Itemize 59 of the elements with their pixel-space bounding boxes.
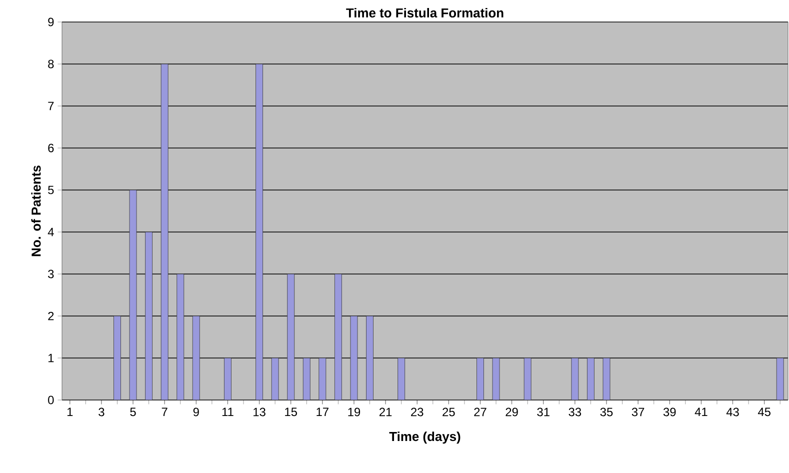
x-tick-label: 11 [222, 408, 234, 416]
x-tick-label: 29 [506, 408, 518, 416]
bar [145, 232, 153, 400]
bar [776, 358, 784, 400]
bar [602, 358, 610, 400]
bar [192, 316, 200, 400]
x-tick-label: 1 [67, 408, 73, 416]
x-tick-label: 21 [379, 408, 392, 416]
y-tick-label: 4 [48, 228, 54, 236]
y-tick-label: 2 [48, 312, 54, 320]
x-tick-label: 25 [442, 408, 455, 416]
bar [160, 64, 168, 400]
bar [587, 358, 594, 400]
bar [271, 358, 279, 400]
y-tick-label: 9 [48, 18, 54, 26]
x-tick-label: 15 [285, 408, 297, 416]
y-tick-label: 0 [48, 396, 54, 404]
x-axis-title: Time (days) [389, 432, 460, 444]
bar [366, 316, 374, 400]
x-tick-label: 45 [758, 408, 770, 416]
bar [571, 358, 579, 400]
x-tick-label: 17 [316, 408, 328, 416]
y-tick-label: 1 [48, 354, 54, 362]
x-tick-label: 31 [537, 408, 550, 416]
y-tick-label: 5 [48, 186, 54, 194]
x-tick-label: 43 [726, 408, 739, 416]
bar [350, 316, 358, 400]
x-tick-label: 9 [193, 408, 199, 416]
chart-title: Time to Fistula Formation [346, 8, 504, 18]
bar [524, 358, 532, 400]
x-tick-label: 23 [411, 408, 424, 416]
y-tick-label: 8 [48, 60, 54, 68]
y-tick-label: 6 [48, 144, 54, 152]
x-tick-label: 27 [474, 408, 486, 416]
x-tick-label: 37 [632, 408, 644, 416]
bar [334, 274, 342, 400]
bar [224, 358, 232, 400]
bar [114, 316, 121, 400]
bar [129, 190, 137, 400]
bar [287, 274, 295, 400]
bar [302, 358, 310, 400]
y-tick-label: 7 [48, 102, 54, 110]
bar [176, 274, 184, 400]
x-tick-label: 33 [568, 408, 582, 416]
x-tick-label: 7 [162, 408, 168, 416]
x-tick-label: 13 [254, 408, 266, 416]
x-tick-label: 41 [694, 408, 708, 416]
bar [318, 358, 326, 400]
y-axis-title: No. of Patients [31, 166, 41, 256]
bar [476, 358, 484, 400]
x-tick-label: 5 [130, 408, 136, 416]
x-tick-label: 19 [348, 408, 360, 416]
x-tick-label: 35 [600, 408, 613, 416]
bar [256, 64, 263, 400]
x-tick-label: 3 [98, 408, 104, 416]
bar [398, 358, 406, 400]
x-tick-label: 39 [663, 408, 676, 416]
y-tick-label: 3 [48, 270, 54, 278]
bar [492, 358, 500, 400]
